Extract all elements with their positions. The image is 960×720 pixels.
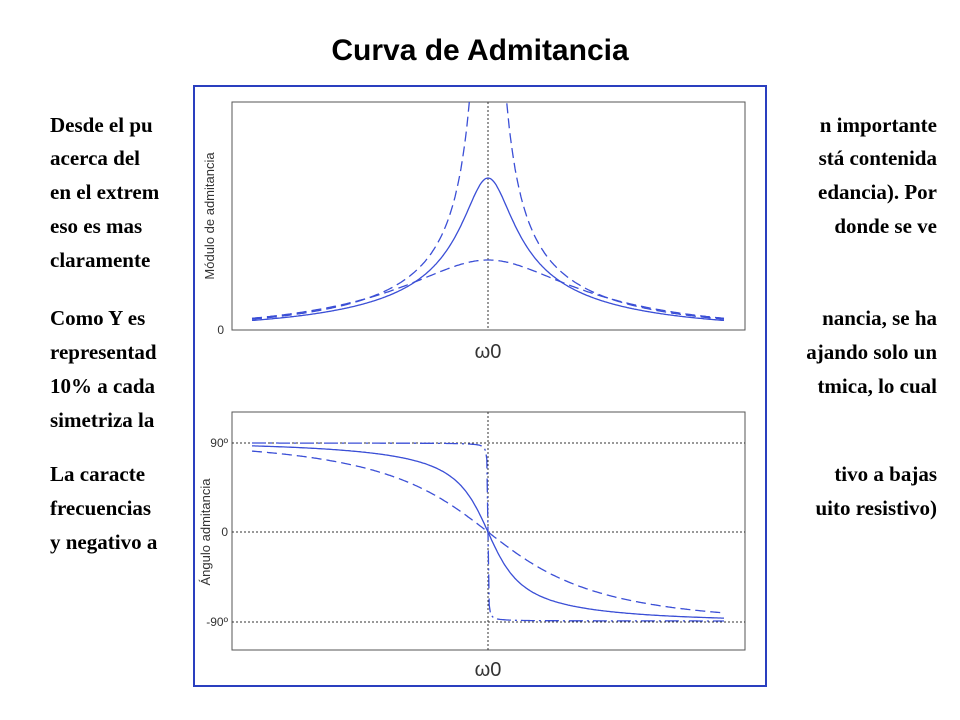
figure-frame bbox=[193, 85, 767, 687]
curve bbox=[251, 259, 725, 319]
text-fragment: stá contenida bbox=[818, 146, 937, 170]
text-fragment: acerca del bbox=[50, 146, 140, 170]
text-fragment: simetriza la bbox=[50, 408, 155, 432]
curve bbox=[251, 177, 725, 322]
text-fragment: Como Y es bbox=[50, 306, 146, 330]
curve bbox=[251, 450, 725, 614]
text-fragment: tmica, lo cual bbox=[817, 374, 937, 398]
slide-title: Curva de Admitancia bbox=[331, 34, 629, 67]
x-tick-label: ω0 bbox=[475, 659, 502, 681]
text-fragment: edancia). Por bbox=[818, 180, 937, 204]
y-tick-label: 90º bbox=[210, 436, 228, 450]
text-fragment: eso es mas bbox=[50, 214, 143, 238]
y-tick-label: 0 bbox=[221, 525, 228, 539]
text-fragment: representad bbox=[50, 340, 157, 364]
text-fragment: claramente bbox=[50, 248, 151, 272]
text-fragment: y negativo a bbox=[50, 530, 158, 554]
y-axis-label: Módulo de admitancia bbox=[202, 152, 217, 280]
text-fragment: 10% a cada bbox=[50, 374, 155, 398]
text-fragment: frecuencias bbox=[50, 496, 152, 520]
text-fragment: tivo a bajas bbox=[834, 462, 937, 486]
text-fragment: uito resistivo) bbox=[815, 496, 937, 520]
text-fragment: en el extrem bbox=[50, 180, 160, 204]
text-fragment: Desde el pu bbox=[50, 113, 153, 137]
y-axis-label: Ángulo admitancia bbox=[198, 478, 213, 586]
text-fragment: n importante bbox=[819, 113, 937, 137]
x-tick-label: ω0 bbox=[475, 341, 502, 363]
text-fragment: La caracte bbox=[50, 462, 146, 486]
curves bbox=[251, 102, 725, 622]
curve bbox=[252, 445, 724, 619]
text-fragment: nancia, se ha bbox=[822, 306, 937, 330]
y-tick-label: 0 bbox=[217, 323, 224, 337]
text-fragment: ajando solo un bbox=[806, 340, 937, 364]
y-tick-label: -90º bbox=[206, 615, 228, 629]
text-fragment: donde se ve bbox=[834, 214, 937, 238]
curve bbox=[251, 102, 725, 320]
